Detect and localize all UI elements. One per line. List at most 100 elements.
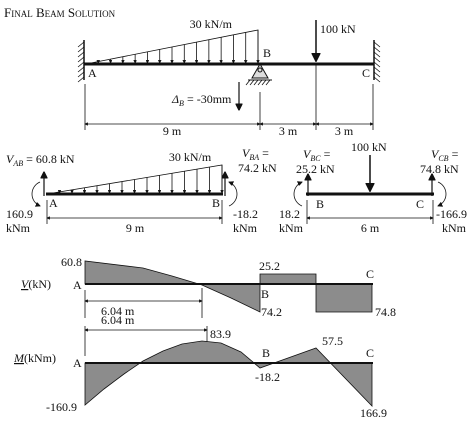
subscript: BA	[249, 153, 259, 162]
load-arrows	[60, 165, 223, 193]
hatch-line	[373, 46, 381, 53]
free-body-ab: 30 kN/m VAB = 60.8 kN VBA = 74.2 kN 160.…	[6, 146, 277, 235]
hatch-line	[77, 41, 85, 48]
node-label: A	[49, 196, 58, 210]
equals: =	[449, 147, 459, 161]
hatch-line	[261, 79, 267, 86]
hatch-line	[373, 56, 381, 63]
shear-label: VAB = 60.8 kN	[6, 152, 75, 168]
pin-support	[251, 62, 269, 79]
node-label: C	[366, 267, 374, 281]
value-label: 25.2	[259, 259, 280, 273]
moment-arrow	[31, 181, 40, 206]
shear-label: VBC =	[303, 147, 331, 163]
hatch-line	[77, 46, 85, 53]
value-label: 74.2	[261, 305, 282, 319]
dimension	[306, 200, 434, 224]
settlement-value: = -30mm	[184, 92, 232, 106]
unit: (kN)	[28, 277, 51, 291]
moment-arrow	[229, 182, 238, 207]
span-label: 6 m	[361, 221, 380, 235]
moment-unit: kNm	[442, 221, 467, 235]
dimension-label: 6.04 m	[101, 313, 135, 327]
node-label: B	[262, 346, 270, 360]
value-label: 166.9	[360, 406, 387, 420]
span-label: 3 m	[279, 124, 298, 138]
hatch-line	[77, 56, 85, 63]
wall-hatch	[373, 41, 381, 83]
load-label: 30 kN/m	[190, 17, 233, 31]
moment-area	[84, 340, 373, 407]
symbol: V	[242, 146, 251, 160]
hatch-line	[77, 66, 85, 73]
wall-hatch	[77, 41, 85, 83]
moment-arrow	[293, 182, 302, 207]
node-label: B	[263, 46, 271, 60]
hatch-line	[373, 71, 381, 78]
hatch-line	[77, 51, 85, 58]
value-label: 57.5	[322, 334, 343, 348]
ground-hatch	[245, 79, 271, 86]
value-label: -160.9	[46, 400, 77, 414]
hatch-line	[77, 61, 85, 68]
load-arrows	[98, 30, 258, 63]
shear-diagram: V(kN) 60.8 A B C 74.2 25.2 74.8 6.04 m	[21, 255, 396, 319]
node-label: B	[261, 287, 269, 301]
equals: =	[321, 147, 331, 161]
hatch-line	[373, 41, 381, 48]
shear-value: 74.2 kN	[238, 161, 277, 175]
value-label: 83.9	[210, 327, 231, 341]
node-label: A	[73, 356, 82, 370]
dimension	[84, 64, 374, 130]
span-label: 9 m	[163, 124, 182, 138]
subscript: AB	[12, 159, 23, 168]
load-label: 30 kN/m	[169, 150, 212, 164]
hatch-line	[77, 76, 85, 83]
beam-model: 30 kN/m 100 kN A B C ΔB = -30mm 9 m 3 m …	[77, 17, 381, 138]
unit: (kNm)	[24, 351, 56, 365]
symbol: Δ	[171, 92, 179, 106]
subscript: CB	[438, 154, 448, 163]
moment-value: 160.9	[6, 207, 33, 221]
moment-value: -18.2	[233, 207, 258, 221]
subscript: B	[179, 99, 184, 108]
shear-value: = 60.8 kN	[23, 152, 75, 166]
moment-unit: kNm	[279, 221, 304, 235]
symbol: V	[303, 147, 312, 161]
moment-value: 18.2	[279, 207, 300, 221]
hatch-line	[257, 79, 263, 86]
span-label: 9 m	[126, 221, 145, 235]
hatch-line	[373, 61, 381, 68]
symbol: V	[6, 152, 15, 166]
span-label: 3 m	[335, 124, 354, 138]
node-label: C	[362, 66, 370, 80]
hatch-line	[77, 71, 85, 78]
moment-diagram: 6.04 m 83.9 M(kNm) A B C -160.9 -18.2 57…	[13, 313, 387, 420]
subscript: BC	[310, 154, 321, 163]
hatch-line	[249, 79, 255, 86]
hatch-line	[253, 79, 259, 86]
moment-unit: kNm	[233, 221, 258, 235]
value-label: -18.2	[255, 370, 280, 384]
dimension	[46, 200, 223, 224]
hatch-line	[373, 66, 381, 73]
value-label: 60.8	[61, 255, 82, 269]
hatch-line	[373, 51, 381, 58]
hatch-line	[373, 76, 381, 83]
value-label: 74.8	[375, 305, 396, 319]
symbol: V	[21, 277, 30, 291]
node-label: B	[316, 197, 324, 211]
equals: =	[259, 146, 269, 160]
settlement-label: ΔB = -30mm	[171, 92, 232, 108]
shear-value: 25.2 kN	[296, 162, 335, 176]
moment-arrow	[438, 181, 447, 206]
pin	[257, 67, 263, 73]
hatch-line	[265, 79, 271, 86]
title: Final Beam Solution	[4, 5, 116, 20]
hatch-line	[245, 79, 251, 86]
moment-value: -166.9	[436, 207, 467, 221]
shear-label: VCB =	[431, 147, 459, 163]
node-label: A	[73, 278, 82, 292]
node-label: A	[88, 66, 97, 80]
